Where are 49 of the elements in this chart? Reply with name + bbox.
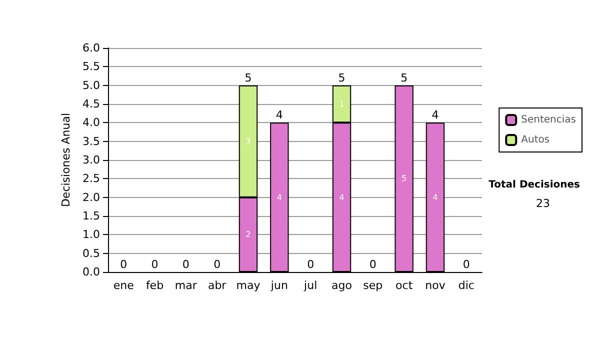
x-tick-label: ago <box>332 279 352 292</box>
y-tick-label: 6.0 <box>82 42 100 54</box>
x-tick-label: abr <box>208 279 227 292</box>
total-label: 0 <box>307 258 314 271</box>
y-tick-label: 2.0 <box>82 190 100 204</box>
total-label: 5 <box>244 71 252 84</box>
total-label: 4 <box>276 108 283 122</box>
x-tick-label: oct <box>396 279 414 292</box>
legend-label: Autos <box>521 134 550 146</box>
legend-label: Sentencias <box>521 114 576 126</box>
data-label: 2 <box>246 230 251 240</box>
x-tick-label: mar <box>174 279 198 292</box>
x-tick-label: jun <box>270 279 288 292</box>
total-label: 5 <box>400 71 408 84</box>
text: 23 <box>536 197 550 210</box>
total-label: 0 <box>182 258 190 271</box>
y-tick-label: 1.5 <box>82 210 100 222</box>
data-label: 3 <box>246 136 251 146</box>
total-label: 0 <box>462 258 470 271</box>
data-label: 4 <box>276 192 282 202</box>
y-tick-label: 2.5 <box>82 172 100 186</box>
y-tick-label: 0.5 <box>82 246 100 260</box>
x-tick-label: ene <box>113 279 134 292</box>
total-label: 0 <box>151 258 158 271</box>
data-label: 4 <box>432 192 438 202</box>
y-tick-label: 5.5 <box>82 60 100 74</box>
y-axis-title: Decisiones Anual <box>60 112 73 208</box>
y-tick-label: 5.0 <box>82 78 100 92</box>
x-tick-label: nov <box>425 279 446 292</box>
total-label: 0 <box>214 258 221 271</box>
x-tick-label: sep <box>363 279 383 292</box>
data-label: 5 <box>402 174 407 184</box>
x-tick-label: dic <box>458 279 474 292</box>
total-label: 5 <box>338 71 346 84</box>
y-tick-label: 4.5 <box>82 98 100 110</box>
y-tick-label: 4.0 <box>82 116 100 130</box>
x-tick-label: may <box>236 279 261 292</box>
x-tick-label: jul <box>303 279 318 292</box>
x-tick-label: feb <box>146 279 164 292</box>
y-tick-label: 3.0 <box>82 154 100 166</box>
y-tick-label: 0.0 <box>82 266 100 278</box>
data-label: 4 <box>339 192 344 202</box>
y-tick-label: 1.0 <box>82 228 100 242</box>
total-label: 0 <box>369 258 376 271</box>
total-label: 0 <box>120 258 128 271</box>
text: Total Decisiones <box>488 180 580 190</box>
total-label: 4 <box>432 108 439 122</box>
y-tick-label: 3.5 <box>82 134 100 148</box>
data-label: 1 <box>339 100 344 108</box>
